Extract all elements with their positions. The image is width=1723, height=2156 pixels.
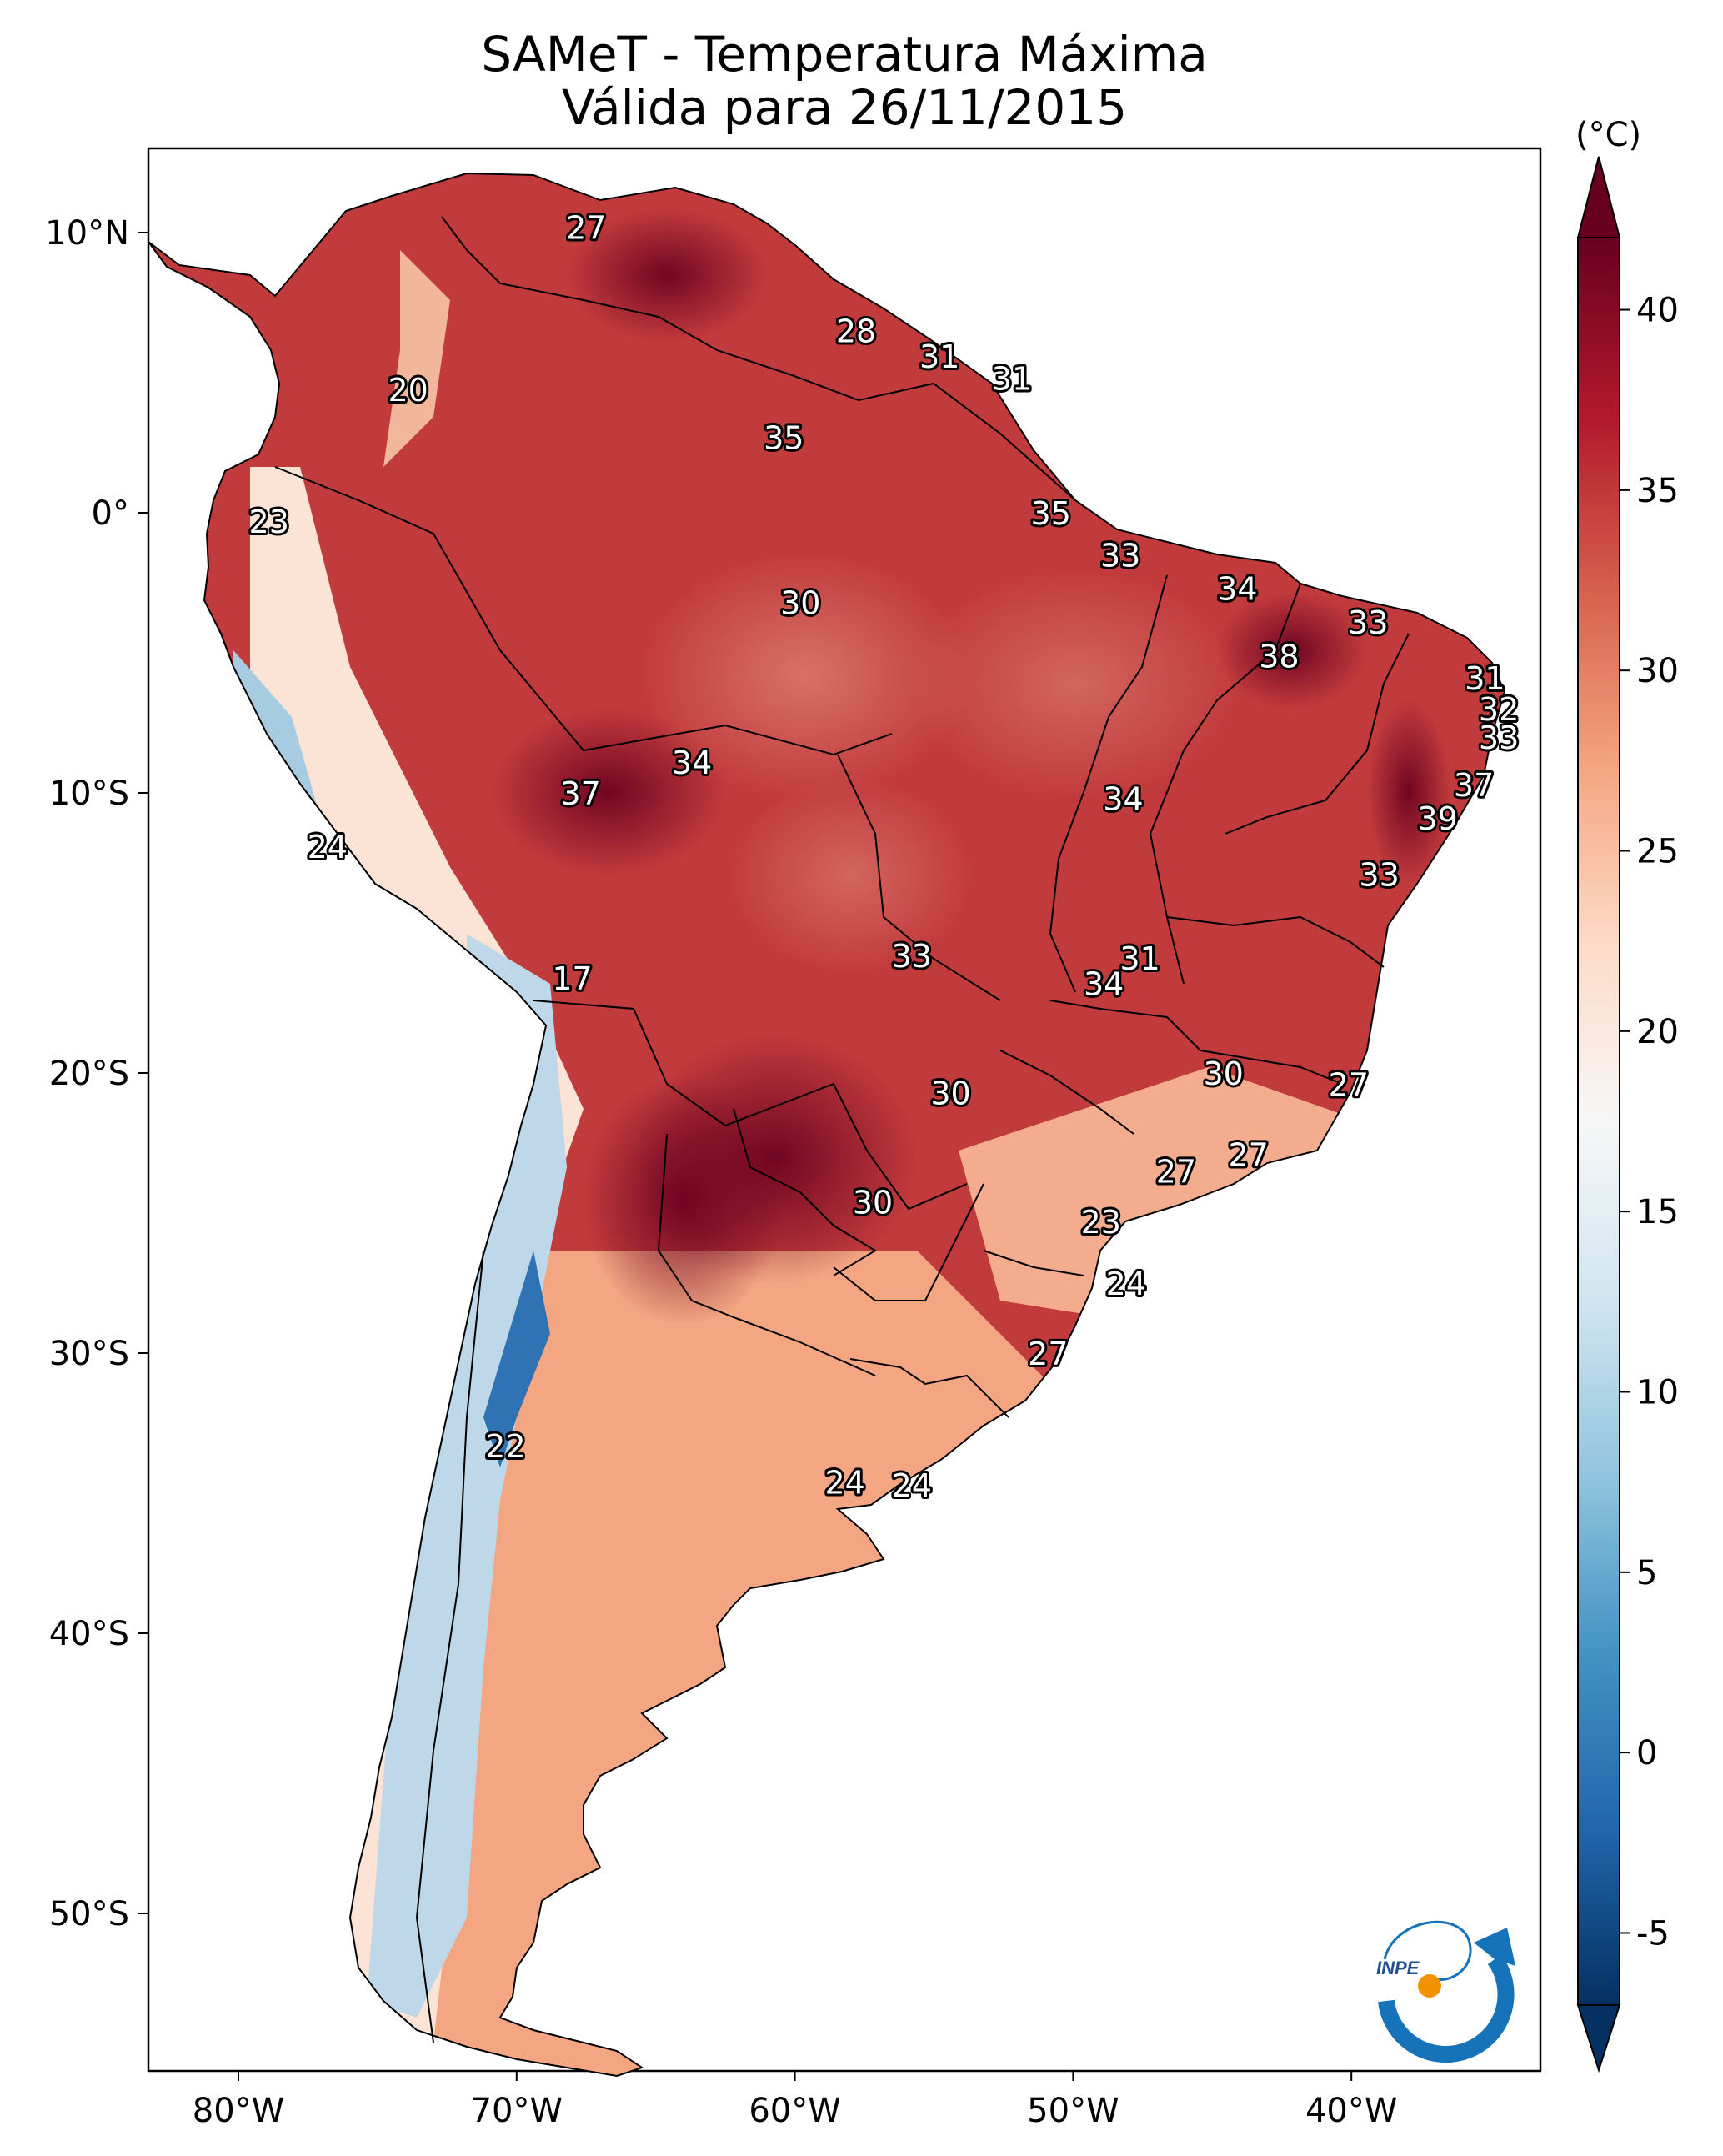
colorbar-top-extension: [1576, 156, 1621, 238]
isotherm-label: 24: [308, 829, 348, 865]
isotherm-label: 24: [892, 1467, 932, 1504]
colorbar-tick-label: 35: [1636, 472, 1679, 510]
isotherm-label: 30: [853, 1185, 893, 1221]
isotherm-label: 35: [1031, 495, 1071, 532]
latitude-tick-label: 50°S: [49, 1895, 129, 1933]
colorbar-unit: (°C): [1575, 116, 1641, 154]
isotherm-label: 39: [1417, 800, 1457, 837]
longitude-tick-label: 50°W: [1027, 2092, 1119, 2130]
colorbar-bottom-extension: [1576, 2004, 1621, 2073]
colorbar-tick-label: 25: [1636, 833, 1679, 871]
longitude-ticks: 80°W 70°W 60°W 50°W 40°W: [193, 2071, 1397, 2130]
isotherm-label: 34: [1103, 781, 1143, 818]
latitude-ticks: 10°N 0° 10°S 20°S 30°S 40°S 50°S: [45, 214, 148, 1933]
longitude-tick-label: 70°W: [471, 2092, 563, 2130]
colorbar-tick-label: 20: [1636, 1013, 1679, 1051]
colorbar-tick-label: 15: [1636, 1193, 1679, 1231]
isotherm-label: 22: [485, 1428, 525, 1465]
isotherm-label: 38: [1259, 638, 1299, 674]
isotherm-label: 27: [1229, 1136, 1269, 1173]
colorbar-ticks: 40 35 30 25 20 15 10 5 0 -5: [1620, 292, 1679, 1953]
logo-text: INPE: [1376, 1958, 1420, 1978]
isotherm-label: 33: [1100, 537, 1140, 574]
isotherm-label: 17: [552, 960, 592, 997]
inpe-logo: INPE: [1376, 1920, 1515, 2063]
colorbar-tick-label: 0: [1636, 1734, 1657, 1772]
isotherm-label: 31: [1119, 940, 1160, 977]
latitude-tick-label: 0°: [92, 494, 129, 533]
isotherm-label: 33: [1479, 720, 1519, 756]
isotherm-label: 32: [1479, 691, 1519, 728]
longitude-tick-label: 60°W: [749, 2092, 840, 2130]
isotherm-label: 30: [780, 585, 820, 622]
isotherm-label: 33: [892, 938, 932, 975]
isotherm-label: 37: [1454, 767, 1494, 804]
latitude-tick-label: 30°S: [49, 1335, 129, 1373]
isotherm-label: 24: [825, 1465, 865, 1502]
isotherm-label: 33: [1348, 604, 1388, 641]
map-subtitle: Válida para 26/11/2015: [561, 79, 1128, 136]
colorbar-tick-label: 40: [1636, 292, 1679, 330]
longitude-tick-label: 80°W: [193, 2092, 284, 2130]
isotherm-label: 34: [1217, 571, 1257, 608]
isotherm-label: 31: [1465, 660, 1505, 697]
isotherm-label: 20: [388, 372, 428, 409]
isotherm-label: 24: [1106, 1266, 1146, 1302]
isotherm-label: 27: [1156, 1154, 1196, 1191]
colorbar: [1578, 238, 1620, 2005]
isotherm-label: 28: [836, 313, 876, 350]
colorbar-tick-label: -5: [1636, 1914, 1670, 1953]
colorbar-tick-label: 5: [1636, 1554, 1657, 1592]
isotherm-label: 33: [1359, 856, 1399, 893]
isotherm-label: 27: [1028, 1336, 1068, 1372]
isotherm-label: 34: [672, 745, 712, 781]
isotherm-label: 31: [992, 361, 1032, 398]
colorbar-tick-label: 10: [1636, 1373, 1679, 1411]
colorbar-tick-label: 30: [1636, 652, 1679, 690]
isotherm-label: 37: [560, 775, 600, 812]
isotherm-label: 23: [1081, 1204, 1121, 1241]
isotherm-label: 23: [249, 504, 289, 540]
isotherm-label: 31: [919, 338, 959, 375]
isotherm-label: 27: [1329, 1066, 1369, 1103]
country-borders: [148, 173, 1505, 2077]
longitude-tick-label: 40°W: [1305, 2092, 1397, 2130]
latitude-tick-label: 10°S: [49, 775, 129, 813]
latitude-tick-label: 10°N: [45, 214, 129, 253]
map-title: SAMeT - Temperatura Máxima: [481, 26, 1208, 83]
isotherm-label: 27: [566, 209, 606, 246]
isotherm-label: 30: [1203, 1055, 1243, 1092]
latitude-tick-label: 20°S: [49, 1055, 129, 1093]
isotherm-label: 34: [1084, 965, 1124, 1002]
isotherm-label: 35: [764, 419, 804, 456]
isotherm-label: 30: [930, 1075, 970, 1112]
latitude-tick-label: 40°S: [49, 1615, 129, 1653]
